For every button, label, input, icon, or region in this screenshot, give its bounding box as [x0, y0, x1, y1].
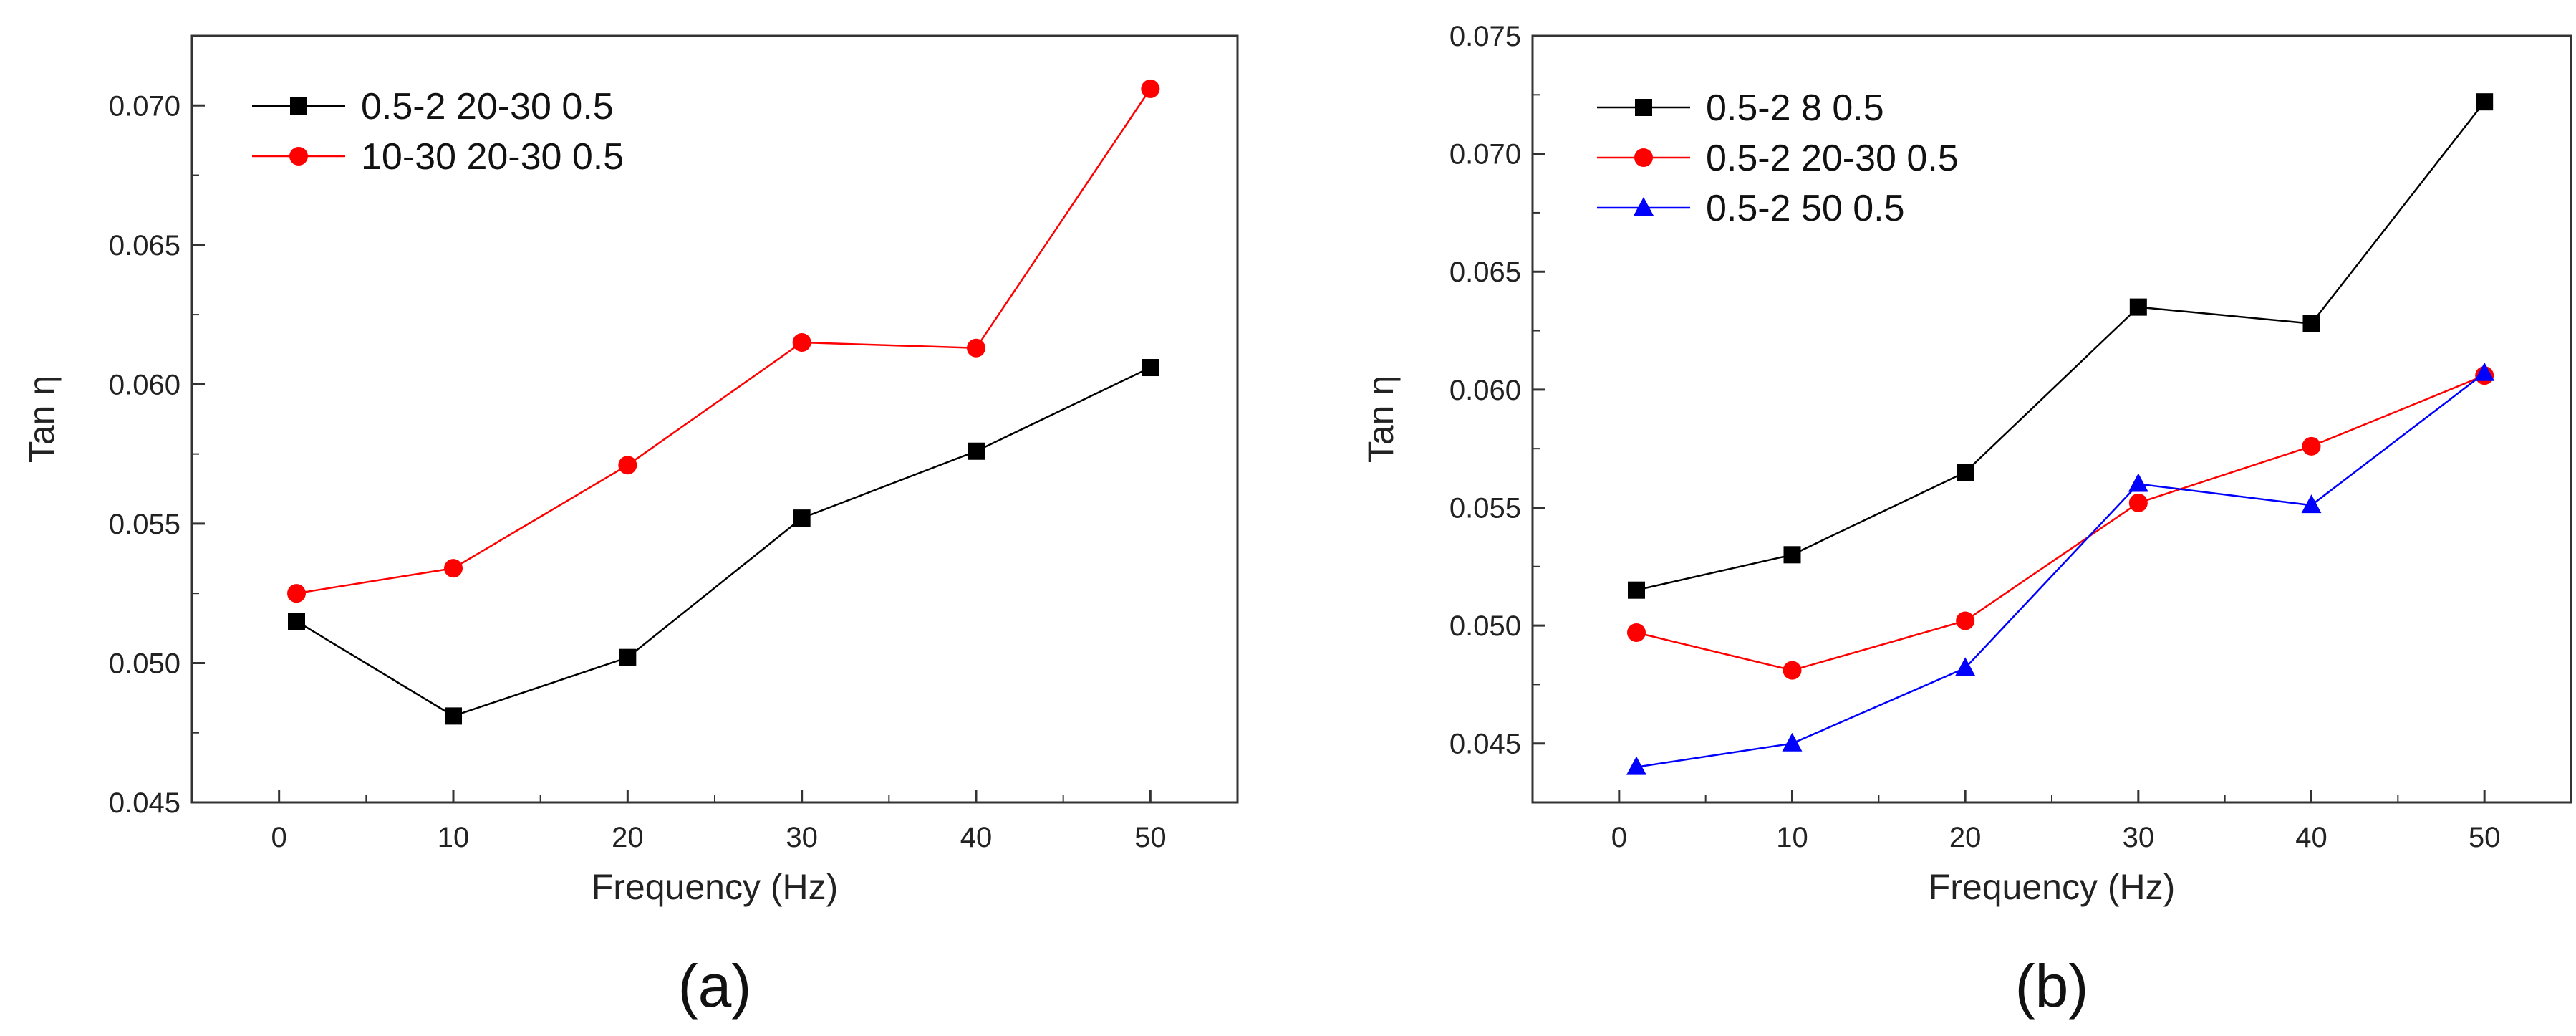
legend-marker	[289, 147, 308, 166]
legend-marker	[1634, 148, 1653, 167]
data-point	[2301, 494, 2322, 514]
series-2	[287, 79, 1160, 603]
series-1	[1628, 93, 2494, 599]
x-tick-label: 10	[1776, 822, 1808, 853]
data-point	[445, 707, 462, 725]
y-tick-label: 0.065	[1449, 256, 1521, 288]
chart-panel-b: 0 10 20 30 40 50 0.045 0.050 0.055 0.060 0.065 0.07…	[1361, 21, 2572, 1020]
x-axis-title: Frequency (Hz)	[1929, 867, 2176, 907]
data-point	[2302, 436, 2321, 456]
data-point	[2128, 493, 2148, 512]
x-tick-label: 30	[2123, 822, 2155, 853]
data-point	[2476, 93, 2494, 111]
x-tick-label: 0	[271, 822, 287, 853]
series-3	[1626, 362, 2495, 775]
data-point	[618, 456, 637, 475]
y-tick-label: 0.045	[1449, 729, 1521, 760]
data-point	[1783, 546, 1801, 564]
y-tick-label: 0.060	[1449, 375, 1521, 406]
x-tick-label: 50	[1134, 822, 1167, 853]
data-point	[1782, 732, 1803, 752]
series-line	[296, 88, 1152, 595]
x-axis-title: Frequency (Hz)	[592, 867, 839, 907]
y-tick-label: 0.070	[1449, 139, 1521, 171]
plot-frame	[190, 34, 1239, 804]
data-point	[619, 648, 637, 666]
legend-label: 0.5-2 20-30 0.5	[361, 86, 614, 128]
series-line	[1636, 374, 2485, 671]
chart-panel-a: 0 10 20 30 40 50 0.045 0.050 0.055 0.060 0.065 0.07…	[21, 34, 1239, 1020]
y-tick-label: 0.050	[1449, 610, 1521, 642]
data-point	[793, 509, 811, 527]
y-tick-label: 0.055	[1449, 492, 1521, 524]
legend: 0.5-2 8 0.5 0.5-2 20-30 0.5 0.5-2 50 0.5	[1597, 87, 1959, 229]
data-point	[1142, 359, 1159, 377]
legend-marker	[290, 97, 307, 115]
y-tick-label: 0.070	[109, 90, 180, 122]
x-tick-label: 20	[1949, 822, 1982, 853]
series-1	[288, 359, 1159, 725]
legend-label: 0.5-2 20-30 0.5	[1706, 138, 1959, 179]
data-point	[967, 338, 985, 358]
y-tick-label: 0.055	[109, 509, 180, 540]
x-tick-label: 20	[612, 822, 644, 853]
y-axis-title: Tan η	[21, 375, 62, 463]
legend-label: 0.5-2 8 0.5	[1706, 87, 1884, 129]
data-point	[1626, 756, 1646, 775]
series-line	[1636, 372, 2485, 768]
data-point	[2302, 315, 2320, 332]
data-point	[1141, 79, 1160, 98]
x-tick-label: 30	[786, 822, 818, 853]
legend: 0.5-2 20-30 0.5 10-30 20-30 0.5	[252, 86, 624, 178]
data-point	[1957, 464, 1974, 481]
data-point	[2128, 473, 2148, 492]
plot-frame	[1531, 34, 2572, 804]
data-point	[1955, 657, 1976, 676]
data-point	[2474, 362, 2495, 381]
data-point	[1956, 611, 1975, 630]
legend-marker	[1634, 197, 1654, 216]
series-line	[296, 366, 1151, 717]
data-point	[2129, 298, 2147, 316]
data-point	[1628, 581, 1645, 599]
data-point	[1783, 661, 1802, 680]
data-point	[287, 584, 306, 603]
x-tick-label: 0	[1611, 822, 1627, 853]
panel-label: (a)	[678, 952, 752, 1020]
y-tick-label: 0.050	[109, 648, 180, 679]
y-tick-label: 0.045	[109, 787, 180, 819]
x-tick-label: 50	[2469, 822, 2501, 853]
x-tick-label: 40	[960, 822, 993, 853]
y-axis-title: Tan η	[1361, 375, 1401, 463]
legend-marker	[1635, 99, 1652, 116]
series-line	[1636, 101, 2486, 591]
data-point	[792, 333, 811, 352]
data-point	[288, 613, 305, 630]
series-2	[1627, 366, 2494, 680]
panel-label: (b)	[2015, 952, 2089, 1020]
data-point	[968, 442, 985, 460]
y-tick-label: 0.065	[109, 230, 180, 262]
y-tick-label: 0.075	[1449, 21, 1521, 52]
legend-label: 0.5-2 50 0.5	[1706, 188, 1905, 229]
data-point	[444, 559, 463, 578]
x-tick-label: 10	[438, 822, 470, 853]
y-tick-label: 0.060	[109, 369, 180, 401]
data-point	[1627, 623, 1646, 642]
legend-label: 10-30 20-30 0.5	[361, 136, 624, 178]
x-tick-label: 40	[2295, 822, 2327, 853]
